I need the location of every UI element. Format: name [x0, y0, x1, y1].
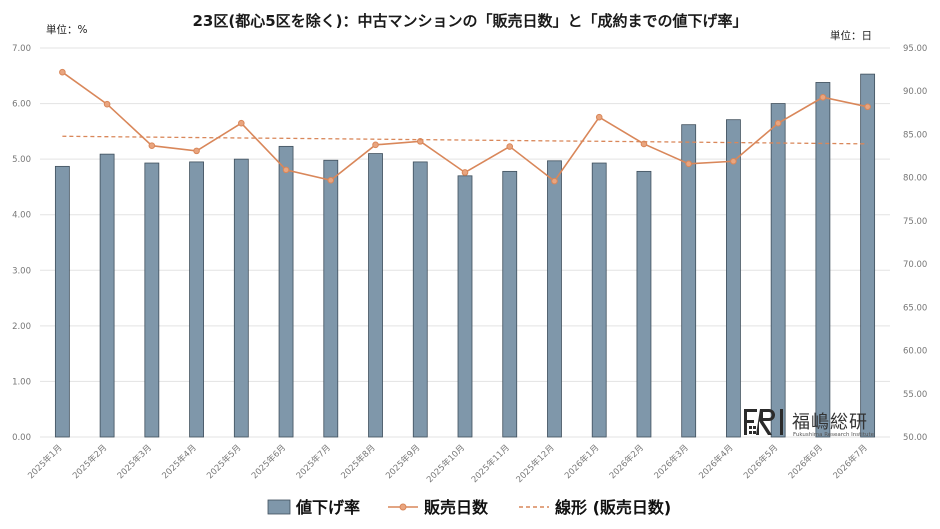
right-tick-label: 70.00 — [903, 260, 927, 270]
x-tick-label: 2025年11月 — [469, 442, 512, 485]
right-tick-label: 90.00 — [903, 87, 927, 97]
bar — [502, 170, 518, 438]
left-tick-label: 0.00 — [12, 433, 31, 443]
bar — [54, 165, 70, 438]
legend-swatch-bar — [267, 499, 291, 515]
trendline-path — [62, 135, 868, 145]
line-point — [193, 147, 200, 155]
chart-title: 23区(都心5区を除く)：中古マンションの「販売日数」と「成約までの値下げ率」 — [192, 12, 747, 30]
bar — [368, 153, 383, 438]
line-point — [461, 169, 469, 176]
line-point — [551, 177, 558, 185]
legend-label-trend: 線形 (販売日数) — [555, 498, 671, 517]
bar — [860, 73, 876, 438]
bar — [681, 124, 697, 438]
right-axis-ticks: 50.00 55.00 60.00 65.00 70.00 75.00 80.00 85.00… — [903, 44, 927, 443]
x-axis-ticks: 2025年1月 2025年2月 2025年3月 2025年4月 2025年5月 2025年… — [26, 442, 870, 485]
x-tick-label: 2025年6月 — [249, 442, 288, 481]
line-point — [59, 68, 66, 76]
line-point — [819, 93, 827, 101]
right-tick-label: 55.00 — [903, 390, 927, 400]
line-point — [372, 141, 379, 149]
bar — [547, 160, 562, 438]
x-tick-label: 2025年4月 — [160, 442, 199, 481]
bar — [726, 119, 741, 438]
bar — [189, 161, 204, 438]
bar — [323, 159, 339, 438]
legend-swatch-marker — [399, 503, 407, 511]
left-tick-label: 5.00 — [12, 155, 31, 165]
left-tick-label: 7.00 — [12, 44, 31, 54]
x-tick-label: 2026年4月 — [697, 442, 736, 481]
line-point — [282, 166, 290, 174]
right-tick-label: 95.00 — [903, 44, 927, 54]
bar — [815, 82, 831, 438]
right-tick-label: 65.00 — [903, 303, 927, 313]
brand-logo: 福嶋総研 Fukushima Research Institute — [744, 409, 875, 438]
logo-name: 福嶋総研 — [792, 412, 868, 433]
bar — [412, 161, 428, 438]
x-tick-label: 2026年6月 — [786, 442, 825, 481]
x-tick-label: 2026年1月 — [562, 442, 601, 481]
line-path — [61, 71, 868, 183]
x-tick-label: 2026年2月 — [607, 442, 646, 481]
line-point — [730, 157, 737, 165]
line-point — [238, 119, 245, 127]
bar — [636, 170, 652, 438]
x-tick-label: 2025年8月 — [339, 442, 378, 481]
bar — [770, 103, 786, 438]
logo-subtitle: Fukushima Research Institute — [793, 432, 875, 438]
left-tick-label: 2.00 — [12, 322, 31, 332]
right-tick-label: 60.00 — [903, 347, 927, 357]
left-axis-unit: 単位：% — [46, 23, 87, 36]
left-tick-label: 4.00 — [12, 211, 31, 221]
legend-label-line: 販売日数 — [424, 498, 489, 517]
right-tick-label: 75.00 — [903, 217, 927, 227]
line-point — [774, 119, 782, 127]
x-tick-label: 2025年7月 — [294, 442, 333, 481]
left-tick-label: 1.00 — [12, 377, 31, 387]
bar — [99, 153, 115, 438]
line-point — [103, 100, 111, 108]
left-tick-label: 6.00 — [12, 100, 31, 110]
line-point — [506, 143, 514, 150]
line-point — [685, 160, 692, 168]
bar — [591, 162, 607, 438]
bar — [278, 145, 294, 438]
right-axis-unit: 単位：日 — [830, 29, 872, 42]
left-axis-ticks: 0.00 1.00 2.00 3.00 4.00 5.00 6.00 7.00 — [12, 44, 31, 443]
line-point — [595, 113, 603, 121]
x-tick-label: 2025年9月 — [383, 442, 422, 481]
line-point — [327, 176, 335, 184]
right-tick-label: 80.00 — [903, 174, 927, 184]
x-tick-label: 2026年5月 — [741, 442, 780, 481]
bar-series — [54, 73, 876, 438]
legend-label-bar: 値下げ率 — [295, 498, 360, 517]
left-tick-label: 3.00 — [12, 266, 31, 276]
line-point — [148, 142, 156, 149]
right-tick-label: 85.00 — [903, 130, 927, 140]
x-tick-label: 2026年7月 — [831, 442, 870, 481]
x-tick-label: 2025年1月 — [26, 442, 65, 481]
bar — [457, 175, 473, 438]
x-tick-label: 2025年10月 — [424, 442, 467, 485]
x-tick-label: 2025年5月 — [205, 442, 244, 481]
right-tick-label: 50.00 — [903, 433, 927, 443]
bar — [144, 162, 160, 438]
line-point — [864, 103, 871, 111]
bar — [233, 158, 249, 438]
legend: 値下げ率 販売日数 線形 (販売日数) — [267, 498, 671, 517]
line-series — [59, 68, 871, 185]
x-tick-label: 2025年12月 — [514, 442, 557, 485]
fri-logo-mark — [744, 409, 783, 435]
x-tick-label: 2026年3月 — [652, 442, 691, 481]
x-tick-label: 2025年2月 — [70, 442, 109, 481]
trendline-series — [62, 135, 868, 145]
x-tick-label: 2025年3月 — [115, 442, 154, 481]
